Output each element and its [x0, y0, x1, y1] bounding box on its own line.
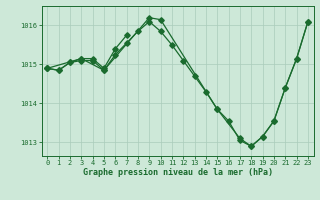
X-axis label: Graphe pression niveau de la mer (hPa): Graphe pression niveau de la mer (hPa)	[83, 168, 273, 177]
